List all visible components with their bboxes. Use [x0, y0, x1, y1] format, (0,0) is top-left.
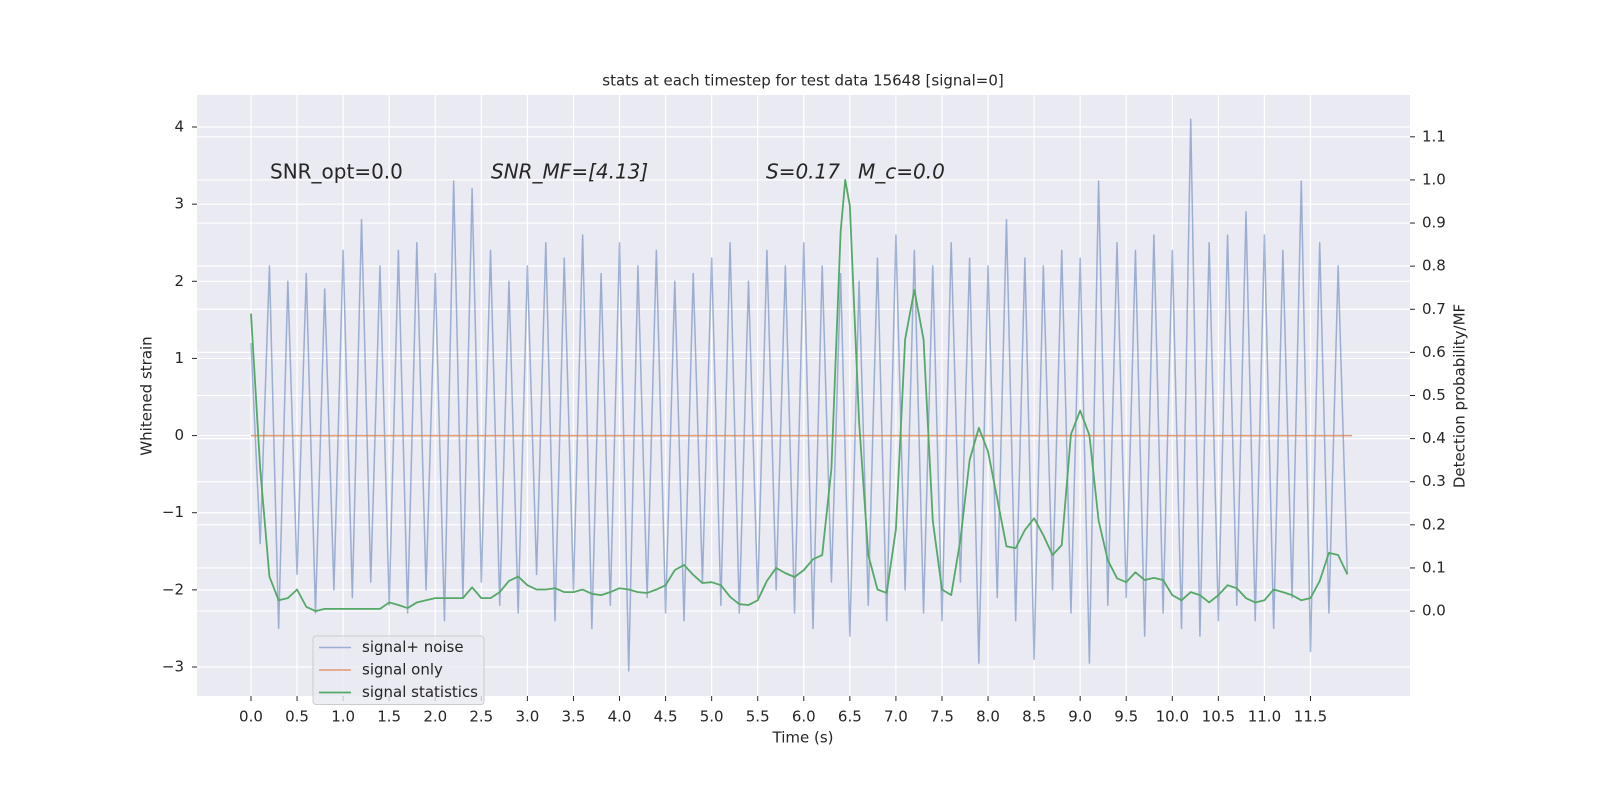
x-tick-label: 9.5 [1114, 708, 1138, 726]
x-tick-label: 9.0 [1068, 708, 1092, 726]
x-tick-label: 5.0 [700, 708, 724, 726]
series-line [250, 179, 1349, 612]
y-tick-label: 3 [174, 195, 184, 213]
marks [250, 118, 1352, 672]
y2-tick-label: 0.4 [1422, 429, 1446, 447]
x-tick-label: 0.5 [285, 708, 309, 726]
y-tick-label: −1 [162, 503, 184, 521]
x-tick-label: 1.5 [377, 708, 401, 726]
series-line [250, 118, 1349, 672]
annotation: S=0.17 [766, 160, 840, 184]
legend-label: signal statistics [362, 683, 478, 701]
y-tick-label: 1 [174, 349, 184, 367]
legend: signal+ noise signal only signal statistic… [312, 635, 485, 705]
x-tick-label: 3.0 [515, 708, 539, 726]
annotation: SNR_opt=0.0 [270, 160, 403, 184]
y-tick-label: −3 [162, 657, 184, 675]
legend-box [312, 635, 485, 705]
x-tick-label: 7.5 [930, 708, 954, 726]
y2-tick-label: 0.8 [1422, 257, 1446, 275]
y-axis-label: Whitened strain [138, 336, 156, 455]
y2-tick-label: 1.1 [1422, 127, 1446, 145]
legend-label: signal only [362, 661, 443, 679]
chart-title: stats at each timestep for test data 156… [602, 72, 1003, 90]
x-tick-label: 2.5 [469, 708, 493, 726]
x-tick-label: 8.5 [1022, 708, 1046, 726]
labels: 0.0 0.5 1.0 1.5 2.0 2.5 3.0 3.5 4.0 4.5 5.0 5.5 6.0 6… [162, 118, 1446, 726]
y2-tick-label: 0.0 [1422, 602, 1446, 620]
y-tick-label: 2 [174, 272, 184, 290]
x-tick-label: 7.0 [884, 708, 908, 726]
x-tick-label: 10.5 [1202, 708, 1235, 726]
x-tick-label: 3.5 [562, 708, 586, 726]
x-tick-label: 5.5 [746, 708, 770, 726]
x-tick-label: 6.5 [838, 708, 862, 726]
x-tick-label: 10.0 [1156, 708, 1189, 726]
x-tick-label: 0.0 [239, 708, 263, 726]
annotation: M_c=0.0 [858, 160, 945, 184]
x-tick-label: 1.0 [331, 708, 355, 726]
x-tick-label: 4.0 [608, 708, 632, 726]
x-tick-label: 4.5 [654, 708, 678, 726]
x-tick-label: 11.5 [1294, 708, 1327, 726]
y-tick-label: 0 [174, 426, 184, 444]
x-tick-label: 8.0 [976, 708, 1000, 726]
y2-tick-label: 0.2 [1422, 515, 1446, 533]
y-tick-label: −2 [162, 580, 184, 598]
x-tick-label: 6.0 [792, 708, 816, 726]
x-tick-label: 11.0 [1248, 708, 1281, 726]
x-axis-label: Time (s) [772, 729, 834, 747]
y2-axis-label: Detection probability/MF [1451, 304, 1469, 488]
y2-tick-label: 1.0 [1422, 170, 1446, 188]
y2-tick-label: 0.1 [1422, 558, 1446, 576]
y2-tick-label: 0.5 [1422, 386, 1446, 404]
y2-tick-label: 0.7 [1422, 300, 1446, 318]
y2-tick-label: 0.6 [1422, 343, 1446, 361]
annotation: SNR_MF=[4.13] [491, 160, 648, 184]
y-tick-label: 4 [174, 118, 184, 136]
x-tick-label: 2.0 [423, 708, 447, 726]
y2-tick-label: 0.9 [1422, 214, 1446, 232]
legend-label: signal+ noise [362, 638, 464, 656]
y2-tick-label: 0.3 [1422, 472, 1446, 490]
